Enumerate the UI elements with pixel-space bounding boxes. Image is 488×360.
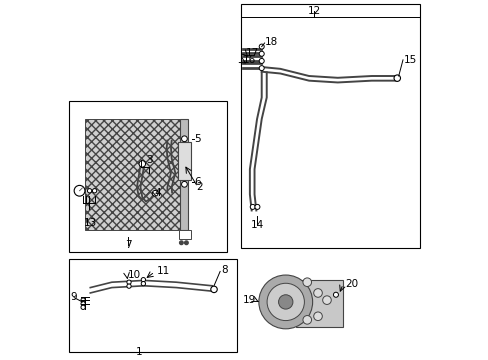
Text: 20: 20 bbox=[344, 279, 357, 289]
Text: 18: 18 bbox=[265, 37, 278, 47]
Bar bbox=[69, 259, 237, 352]
Circle shape bbox=[250, 204, 255, 210]
Circle shape bbox=[266, 283, 304, 320]
Text: 13: 13 bbox=[83, 218, 97, 228]
Bar bbox=[178, 142, 190, 180]
Circle shape bbox=[184, 241, 188, 244]
Circle shape bbox=[210, 286, 217, 293]
Circle shape bbox=[87, 189, 92, 193]
Bar bbox=[180, 119, 187, 230]
Circle shape bbox=[141, 282, 145, 286]
Text: 6: 6 bbox=[194, 177, 201, 187]
Circle shape bbox=[258, 275, 312, 329]
Circle shape bbox=[303, 278, 311, 287]
Text: 2: 2 bbox=[196, 182, 203, 192]
Text: 10: 10 bbox=[128, 270, 141, 280]
Text: 17: 17 bbox=[245, 48, 259, 58]
Circle shape bbox=[81, 298, 85, 302]
Text: 1: 1 bbox=[135, 347, 142, 357]
Circle shape bbox=[259, 66, 264, 71]
Circle shape bbox=[278, 295, 292, 309]
Text: 16: 16 bbox=[242, 55, 255, 65]
Bar bbox=[296, 280, 343, 327]
Text: 12: 12 bbox=[307, 6, 321, 17]
Circle shape bbox=[141, 278, 145, 282]
Circle shape bbox=[333, 292, 338, 297]
Text: 15: 15 bbox=[403, 55, 416, 65]
Circle shape bbox=[313, 289, 322, 297]
Circle shape bbox=[126, 280, 131, 284]
Text: 14: 14 bbox=[250, 220, 263, 230]
Circle shape bbox=[303, 316, 311, 324]
Text: 5: 5 bbox=[194, 134, 201, 144]
Circle shape bbox=[92, 189, 97, 193]
Circle shape bbox=[393, 75, 400, 81]
Bar bbox=[69, 101, 226, 252]
Circle shape bbox=[259, 44, 264, 49]
Circle shape bbox=[126, 284, 131, 288]
Bar bbox=[179, 230, 190, 239]
Text: 11: 11 bbox=[156, 266, 169, 276]
Circle shape bbox=[181, 181, 187, 187]
Circle shape bbox=[254, 204, 260, 210]
Circle shape bbox=[152, 190, 158, 196]
Text: 19: 19 bbox=[242, 295, 255, 305]
Bar bbox=[241, 4, 419, 248]
Circle shape bbox=[81, 305, 85, 310]
Text: 4: 4 bbox=[154, 188, 161, 198]
Circle shape bbox=[313, 312, 322, 320]
Circle shape bbox=[179, 241, 183, 244]
Circle shape bbox=[74, 185, 85, 196]
Circle shape bbox=[322, 296, 330, 305]
Circle shape bbox=[259, 51, 264, 56]
Text: 3: 3 bbox=[146, 155, 152, 165]
Circle shape bbox=[81, 302, 85, 306]
Circle shape bbox=[259, 58, 264, 63]
Circle shape bbox=[139, 161, 145, 167]
Bar bbox=[85, 119, 180, 230]
Text: 9: 9 bbox=[70, 292, 77, 302]
Text: 8: 8 bbox=[221, 265, 227, 275]
Circle shape bbox=[181, 136, 187, 141]
Text: 7: 7 bbox=[124, 239, 131, 249]
